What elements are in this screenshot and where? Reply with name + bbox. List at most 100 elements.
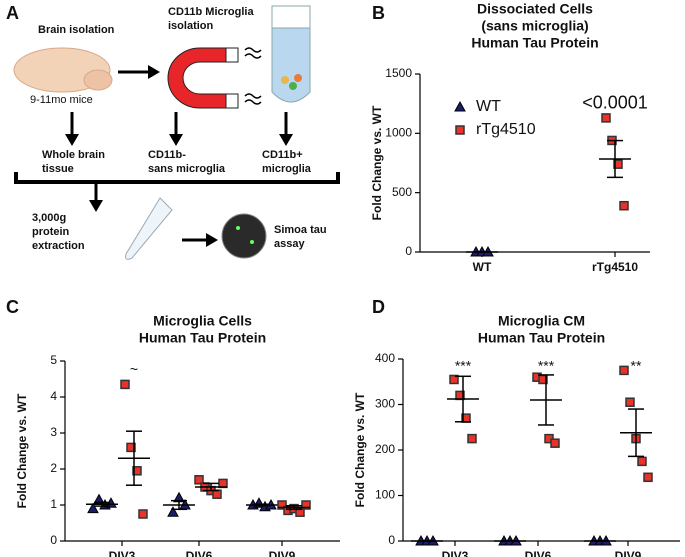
y-tick-label: 100 — [375, 488, 395, 502]
data-point — [619, 365, 629, 376]
panel-label: B — [372, 3, 385, 23]
y-tick-label: 0 — [50, 533, 57, 547]
bead — [250, 240, 254, 244]
annotation: *** — [538, 358, 555, 374]
chart-title: Human Tau Protein — [471, 35, 598, 51]
y-tick-label: 1000 — [385, 126, 412, 140]
x-tick-label: WT — [473, 260, 492, 274]
y-tick-label: 5 — [50, 353, 57, 367]
y-axis-label: Fold Change vs. WT — [15, 393, 29, 508]
brain-icon — [83, 69, 113, 91]
x-tick-label: DIV3 — [442, 549, 469, 557]
cells — [289, 82, 297, 90]
chart-title: Human Tau Protein — [139, 330, 266, 346]
chart-title: Human Tau Protein — [478, 330, 605, 346]
arrow-head — [279, 134, 293, 146]
y-axis-label: Fold Change vs. WT — [353, 392, 367, 507]
legend-label: WT — [476, 98, 501, 115]
label: extraction — [32, 240, 85, 252]
bead — [236, 226, 240, 230]
data-point — [167, 506, 179, 517]
label: 3,000g — [32, 212, 66, 224]
data-point — [138, 509, 148, 519]
data-point — [455, 125, 465, 135]
y-axis-label: Fold Change vs. WT — [370, 105, 384, 220]
label: CD11b+ — [262, 149, 303, 161]
label: Whole brain — [42, 149, 105, 161]
data-point — [467, 433, 477, 444]
cells — [281, 76, 289, 84]
data-point — [613, 159, 623, 169]
data-point — [625, 397, 635, 407]
y-tick-label: 1500 — [385, 66, 412, 80]
y-tick-label: 0 — [388, 533, 395, 547]
cells — [294, 74, 302, 82]
y-tick-label: 2 — [50, 461, 57, 475]
label: CD11b Microglia — [168, 6, 254, 18]
data-point — [126, 442, 136, 453]
label: CD11b- — [148, 149, 186, 161]
tube-cap — [271, 5, 311, 29]
data-point — [449, 374, 459, 385]
annotation: <0.0001 — [582, 93, 648, 113]
eppendorf — [125, 197, 173, 260]
data-point — [601, 113, 611, 123]
label: sans microglia — [148, 163, 226, 175]
legend-label: rTg4510 — [476, 121, 536, 138]
chart-title: Microglia Cells — [153, 313, 252, 329]
y-tick-label: 1 — [50, 497, 57, 511]
x-tick-label: DIV3 — [109, 549, 136, 557]
data-point — [87, 502, 99, 514]
data-point — [218, 478, 228, 489]
data-point — [454, 100, 466, 112]
annotation: ~ — [130, 361, 138, 377]
chart-title: Microglia CM — [498, 313, 585, 329]
data-point — [643, 472, 653, 483]
arrow-head — [65, 134, 79, 146]
annotation: ** — [631, 358, 642, 374]
x-tick-label: DIV9 — [269, 549, 296, 557]
arrow-head — [206, 233, 218, 247]
arrow-head — [148, 65, 160, 79]
field-lines — [244, 47, 262, 105]
y-tick-label: 400 — [375, 351, 395, 365]
data-point — [132, 466, 142, 476]
data-point — [619, 200, 629, 211]
arrow-head — [169, 134, 183, 146]
data-point — [550, 438, 560, 448]
data-point — [194, 475, 204, 485]
bracket — [14, 172, 340, 184]
chart-title: (sans microglia) — [481, 18, 588, 34]
panel-label: C — [6, 297, 19, 317]
y-tick-label: 4 — [50, 389, 57, 403]
simoa-dish — [221, 213, 267, 259]
panel-label: D — [372, 297, 385, 317]
label: 9-11mo mice — [30, 94, 93, 106]
y-tick-label: 3 — [50, 425, 57, 439]
label: microglia — [262, 163, 312, 175]
x-tick-label: DIV9 — [615, 549, 642, 557]
panel-label: A — [6, 3, 19, 23]
label: Brain isolation — [38, 24, 115, 36]
data-point — [637, 456, 647, 467]
y-tick-label: 500 — [392, 185, 412, 199]
magnet-pole — [225, 93, 239, 109]
arrow-head — [89, 200, 103, 212]
label: assay — [274, 238, 305, 250]
y-tick-label: 200 — [375, 442, 395, 456]
magnet — [167, 47, 233, 109]
magnet-pole — [225, 47, 239, 63]
x-tick-label: DIV6 — [186, 549, 213, 557]
x-tick-label: DIV6 — [525, 549, 552, 557]
diagram: Brain isolation 9-11mo mice CD11b Microg… — [13, 5, 340, 260]
label: tissue — [42, 163, 74, 175]
data-point — [212, 489, 222, 499]
x-tick-label: rTg4510 — [592, 260, 638, 274]
label: Simoa tau — [274, 224, 327, 236]
chart-title: Dissociated Cells — [477, 1, 593, 17]
data-point — [120, 379, 130, 390]
annotation: *** — [455, 358, 472, 374]
label: isolation — [168, 20, 214, 32]
label: protein — [32, 226, 70, 238]
